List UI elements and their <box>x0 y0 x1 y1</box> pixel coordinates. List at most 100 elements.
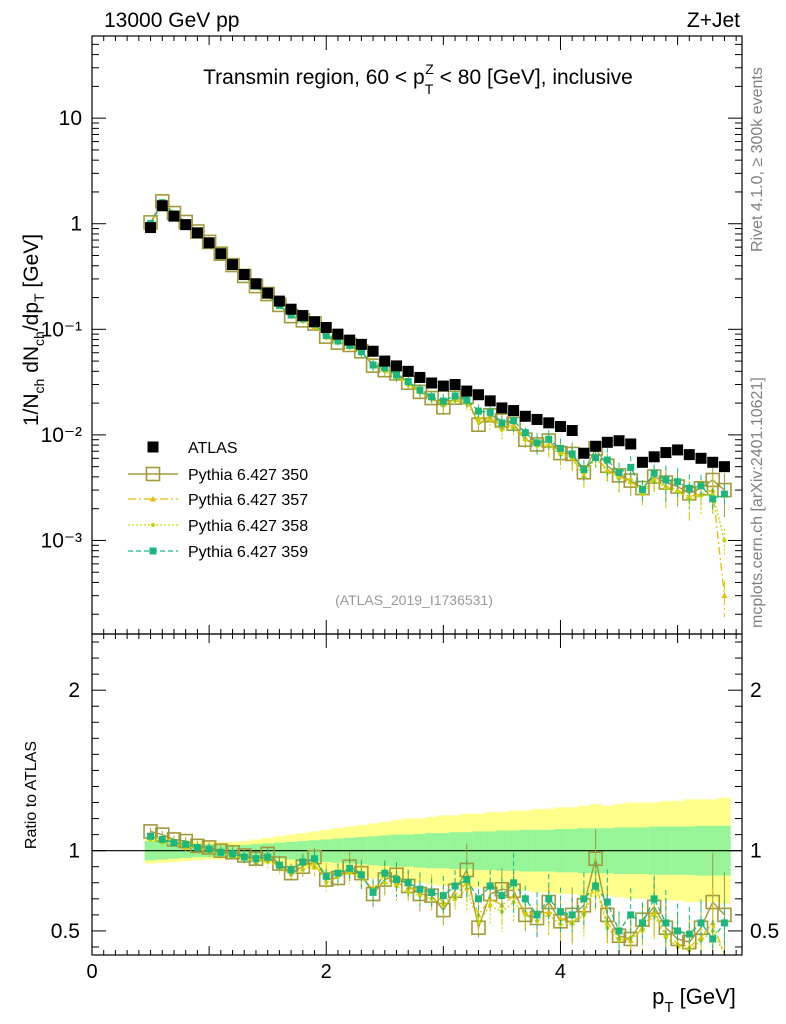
axes-layer: 0 2 4 10 1 10⁻¹ 10⁻² 10⁻³ 0.5 0.5 1 1 2 2 <box>41 35 779 983</box>
atlas-point-16 <box>332 328 344 340</box>
analysis-tag: (ATLAS_2019_I1736531) <box>335 592 493 608</box>
atlas-point-47 <box>695 452 707 464</box>
atlas-point-49 <box>718 461 730 473</box>
panel-title: Transmin region, 60 < pTZ < 80 [GeV], in… <box>203 61 633 97</box>
y-tick-label-main: 1 <box>70 213 82 236</box>
atlas-point-10 <box>262 287 274 299</box>
atlas-point-9 <box>250 278 262 290</box>
ratio350-point-32 <box>518 907 533 923</box>
ratio-uncertainty-bands <box>92 797 742 904</box>
ratio359-point-43 <box>650 895 658 903</box>
y-tick-label-ratio-right: 0.5 <box>750 920 779 943</box>
y-axis-label-main: 1/Nch dNch/dpT [GeV] <box>20 234 47 426</box>
legend: ATLAS Pythia 6.427 350 Pythia 6.427 357 Pyt… <box>128 440 308 561</box>
atlas-point-17 <box>344 334 356 346</box>
atlas-point-46 <box>683 449 695 461</box>
mc357-line <box>149 201 726 596</box>
x-axis-label: pT [GeV] <box>652 984 736 1016</box>
atlas-point-21 <box>391 360 403 372</box>
ratio359-point-48 <box>709 935 717 943</box>
mc359-point-33 <box>533 439 541 447</box>
mc359-point-48 <box>709 495 717 503</box>
mc359-point-36 <box>568 450 576 458</box>
atlas-point-14 <box>309 316 321 328</box>
mc358-point-28 <box>476 420 481 425</box>
legend-marker-2 <box>150 496 156 502</box>
atlas-point-0 <box>145 222 157 234</box>
ratio359-point-27 <box>463 876 471 884</box>
mc350-point-6 <box>213 246 229 262</box>
atlas-point-36 <box>566 425 578 437</box>
mcplots-label: mcplots.cern.ch [arXiv:2401.10621] <box>749 377 766 628</box>
ratio359-point-14 <box>311 855 319 863</box>
legend-label-4: Pythia 6.427 359 <box>188 544 308 561</box>
y-tick-label-ratio-right: 2 <box>750 679 762 702</box>
atlas-point-22 <box>402 365 414 377</box>
x-tick-label-4: 4 <box>555 961 566 983</box>
y-tick-label-main: 10 <box>59 107 82 130</box>
mc358-point-49 <box>722 538 727 543</box>
atlas-point-7 <box>227 259 239 271</box>
ratio359-point-11 <box>275 861 283 869</box>
legend-marker-1 <box>145 466 161 482</box>
mc350-point-10 <box>260 286 275 302</box>
atlas-point-11 <box>273 295 285 307</box>
atlas-point-31 <box>508 405 520 417</box>
atlas-point-19 <box>367 345 379 357</box>
mc350-point-7 <box>225 257 240 273</box>
ratio359-line <box>150 835 725 941</box>
ratio359-point-38 <box>592 882 600 890</box>
atlas-point-33 <box>531 413 543 425</box>
mc358-line <box>149 202 726 541</box>
ratio359-point-16 <box>334 869 342 877</box>
energy-label: 13000 GeV pp <box>104 9 239 32</box>
y-tick-label-ratio-right: 1 <box>750 840 762 863</box>
y-tick-label-main: 10⁻¹ <box>41 318 82 341</box>
atlas-point-30 <box>496 402 508 414</box>
atlas-point-28 <box>472 389 484 401</box>
ratio-plot-layer <box>143 824 732 955</box>
mc359-point-40 <box>615 469 623 477</box>
atlas-point-29 <box>484 395 496 407</box>
mc358-point-48 <box>710 492 715 497</box>
mc359-point-21 <box>393 371 401 379</box>
main-plot-layer <box>143 194 732 618</box>
process-label: Z+Jet <box>687 9 740 32</box>
atlas-point-2 <box>168 210 180 222</box>
atlas-point-23 <box>414 371 426 383</box>
ratio359-point-22 <box>404 879 412 887</box>
atlas-point-6 <box>215 248 227 260</box>
ratio-frame <box>91 633 743 956</box>
atlas-point-25 <box>437 380 449 392</box>
mc358-point-40 <box>617 476 622 481</box>
ratio359-point-24 <box>428 888 436 896</box>
ratio359-point-30 <box>498 892 506 900</box>
ratio359-point-37 <box>580 895 588 903</box>
atlas-point-35 <box>554 421 566 433</box>
atlas-point-13 <box>297 310 309 322</box>
mc359-point-42 <box>638 486 646 494</box>
atlas-point-24 <box>426 377 438 389</box>
atlas-point-43 <box>648 451 660 463</box>
legend-label-3: Pythia 6.427 358 <box>188 518 308 535</box>
y-tick-label-main: 10⁻³ <box>41 529 82 552</box>
x-tick-label-0: 0 <box>86 961 97 983</box>
atlas-point-3 <box>180 219 192 231</box>
atlas-point-8 <box>238 269 250 281</box>
ratio359-point-41 <box>627 911 635 919</box>
atlas-point-37 <box>578 447 590 459</box>
atlas-point-15 <box>320 322 332 334</box>
mc359-point-32 <box>521 429 529 437</box>
legend-label-2: Pythia 6.427 357 <box>188 492 308 509</box>
mc359-point-19 <box>369 361 377 369</box>
atlas-point-42 <box>636 456 648 468</box>
y-axis-label-ratio: Ratio to ATLAS <box>23 741 40 849</box>
legend-marker-4 <box>149 547 157 555</box>
ratio359-point-33 <box>533 911 541 919</box>
atlas-point-32 <box>519 410 531 422</box>
atlas-point-41 <box>625 438 637 450</box>
atlas-point-26 <box>449 379 461 391</box>
atlas-point-34 <box>543 417 555 429</box>
mc359-point-44 <box>662 476 670 484</box>
